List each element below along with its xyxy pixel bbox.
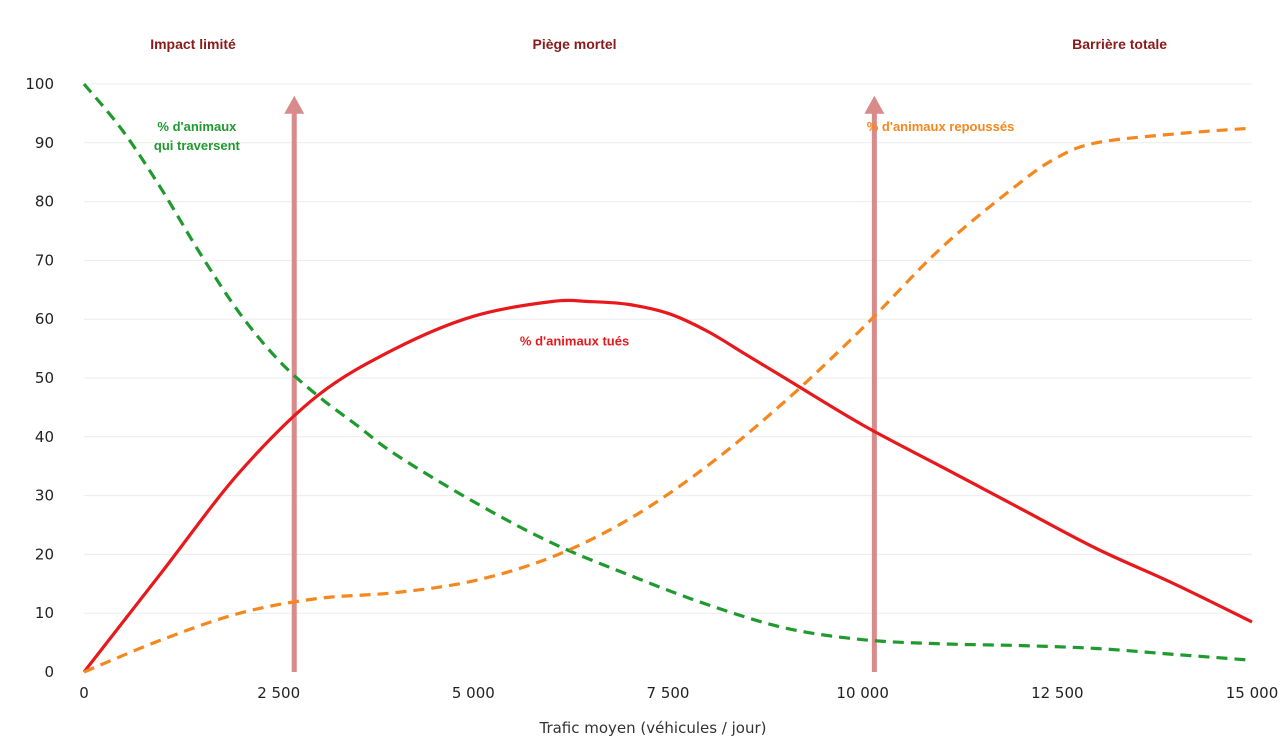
- series-label: % d'animaux repoussés: [867, 119, 1015, 134]
- x-tick-label: 2 500: [257, 684, 300, 702]
- y-tick-label: 0: [44, 663, 54, 681]
- x-tick-label: 5 000: [452, 684, 495, 702]
- x-tick-label: 12 500: [1031, 684, 1084, 702]
- y-tick-label: 40: [35, 428, 54, 446]
- y-tick-label: 10: [35, 604, 54, 622]
- series-label: qui traversent: [154, 138, 241, 153]
- gridlines: [84, 83, 1252, 614]
- series-line: [82, 82, 1253, 662]
- x-tick-label: 7 500: [647, 684, 690, 702]
- zone-label: Piège mortel: [533, 36, 617, 52]
- y-axis-ticks: 0 10 20 30 40 50 60 70 80 90 100: [25, 75, 54, 681]
- y-tick-label: 80: [35, 193, 54, 211]
- series-lines: [82, 82, 1253, 674]
- series-line: [83, 126, 1253, 674]
- x-axis-title: Trafic moyen (véhicules / jour): [538, 719, 766, 737]
- x-tick-label: 15 000: [1226, 684, 1279, 702]
- y-tick-label: 90: [35, 134, 54, 152]
- zone-label: Impact limité: [150, 36, 236, 52]
- series-line: [82, 298, 1253, 673]
- y-tick-label: 20: [35, 545, 54, 563]
- series-label: % d'animaux: [157, 119, 237, 134]
- x-axis-ticks: 0 2 500 5 000 7 500 10 000 12 500 15 000: [79, 684, 1278, 702]
- zone-label: Barrière totale: [1072, 36, 1167, 52]
- series-label: % d'animaux tués: [520, 334, 629, 349]
- y-tick-label: 60: [35, 310, 54, 328]
- zone-labels: Impact limité Piège mortel Barrière totale: [150, 36, 1167, 52]
- threshold-arrow-head: [864, 95, 885, 114]
- y-tick-label: 50: [35, 369, 54, 387]
- threshold-arrows: [284, 95, 885, 672]
- x-tick-label: 10 000: [836, 684, 889, 702]
- y-tick-label: 30: [35, 487, 54, 505]
- y-tick-label: 100: [25, 75, 54, 93]
- x-tick-label: 0: [79, 684, 89, 702]
- series-labels: % d'animaux tués % d'animaux qui traversen…: [154, 119, 1014, 349]
- threshold-arrow-head: [284, 95, 305, 114]
- y-tick-label: 70: [35, 251, 54, 269]
